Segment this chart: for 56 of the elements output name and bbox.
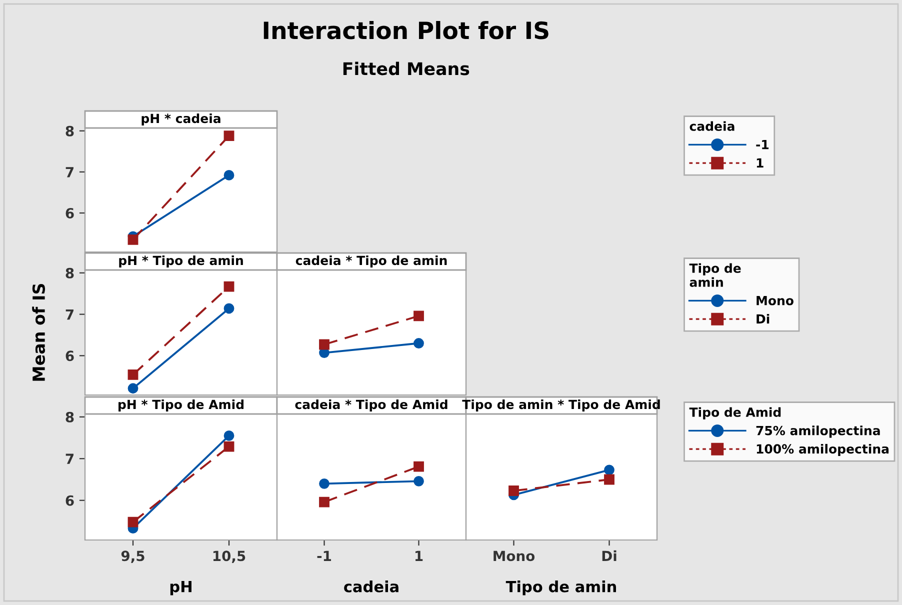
chart-title: Tipo de amin * Tipo de Amid (462, 399, 660, 412)
text: Interaction Plot for IS (264, 21, 548, 40)
text: 75% amilopectina (756, 426, 880, 438)
y-tick-label: 8 (66, 126, 74, 136)
chart-title: cadeia * Tipo de Amid (295, 399, 448, 412)
point (319, 478, 330, 489)
x-axis-title: Tipo de amin (506, 580, 616, 596)
point (224, 170, 234, 180)
y-tick-label: 8 (66, 412, 74, 422)
x-tick-label: Mono (494, 550, 535, 562)
y-tick-label: 6 (66, 208, 74, 218)
chart-title: pH * Tipo de Amid (118, 399, 244, 412)
y-tick-label: 7 (66, 309, 74, 320)
y-tick-label: 7 (66, 167, 74, 178)
point (319, 496, 330, 508)
y-tick-label: 8 (66, 268, 74, 278)
x-tick-label: 9,5 (121, 550, 144, 563)
y-tick-label: 6 (66, 495, 74, 506)
chart-title: pH * Tipo de amin (119, 255, 243, 268)
point (604, 474, 614, 485)
point (128, 383, 138, 394)
point (224, 430, 234, 441)
point (224, 303, 234, 314)
point (414, 310, 424, 322)
point (414, 338, 424, 348)
legend-label: Mono (756, 296, 794, 306)
y-axis-title: Mean of IS (32, 284, 46, 381)
point (224, 130, 234, 142)
point (128, 234, 138, 245)
point (128, 516, 138, 528)
point (508, 486, 519, 496)
legend-title: cadeia (690, 121, 734, 131)
x-tick-label: -1 (317, 550, 332, 561)
x-tick-label: 10,5 (213, 550, 246, 563)
legend-title: Tipo de amin (689, 263, 741, 287)
legend-label: Di (756, 314, 770, 324)
point (319, 339, 330, 350)
legend-label: 100% amilopectina (756, 444, 889, 456)
text: Fitted Means (343, 62, 470, 76)
y-tick-label: 6 (66, 350, 74, 362)
point (224, 441, 234, 452)
chart-title: pH * cadeia (142, 113, 220, 126)
y-tick-label: 7 (66, 454, 74, 464)
x-axis-title: pH (170, 580, 192, 596)
x-axis-title: cadeia (344, 580, 398, 592)
x-tick-label: Di (602, 550, 616, 561)
legend-label: 1 (756, 158, 764, 168)
legend-title: Tipo de Amid (689, 407, 781, 420)
point (224, 281, 234, 292)
point (414, 461, 424, 472)
point (414, 476, 424, 486)
point (604, 464, 614, 476)
x-tick-label: 1 (415, 550, 423, 561)
legend-label: -1 (756, 140, 769, 150)
chart-title: cadeia * Tipo de amin (296, 255, 447, 268)
point (128, 370, 138, 380)
